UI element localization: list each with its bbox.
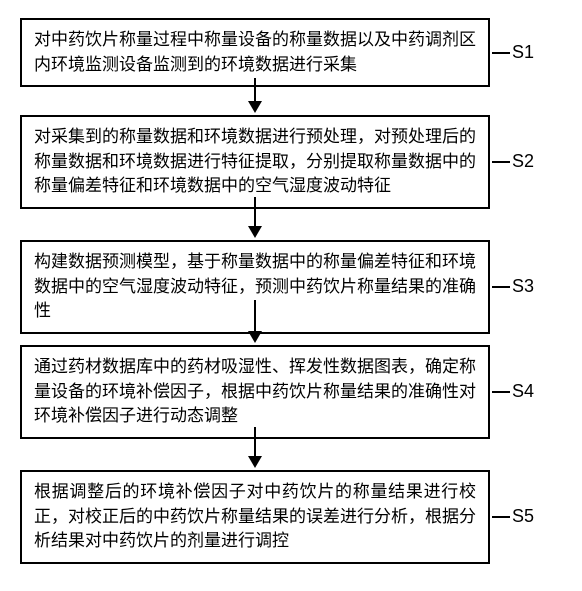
step-label: S4: [512, 381, 534, 402]
step-label: S5: [512, 506, 534, 527]
arrow-head-icon: [248, 226, 262, 238]
step-s2: 对采集到的称量数据和环境数据进行预处理，对预处理后的称量数据和环境数据进行特征提…: [20, 115, 534, 209]
step-label-wrap: S2: [492, 151, 534, 172]
step-box: 对中药饮片称量过程中称量设备的称量数据以及中药调剂区内环境监测设备监测到的环境数…: [20, 18, 490, 87]
step-s1: 对中药饮片称量过程中称量设备的称量数据以及中药调剂区内环境监测设备监测到的环境数…: [20, 18, 534, 87]
step-s3: 构建数据预测模型，基于称量数据中的称量偏差特征和环境数据中的空气湿度波动特征，预…: [20, 240, 534, 334]
step-s5: 根据调整后的环境补偿因子对中药饮片的称量结果进行校正，对校正后的中药饮片称量结果…: [20, 470, 534, 564]
step-box: 根据调整后的环境补偿因子对中药饮片的称量结果进行校正，对校正后的中药饮片称量结果…: [20, 470, 490, 564]
step-label: S2: [512, 151, 534, 172]
arrow-3: [248, 300, 262, 343]
step-label: S1: [512, 42, 534, 63]
step-label-dash: [492, 391, 510, 393]
arrow-4: [248, 427, 262, 468]
step-label-wrap: S5: [492, 506, 534, 527]
step-box: 通过药材数据库中的药材吸湿性、挥发性数据图表，确定称量设备的环境补偿因子，根据中…: [20, 345, 490, 439]
arrow-head-icon: [248, 101, 262, 113]
arrow-head-icon: [248, 331, 262, 343]
arrow-shaft: [254, 197, 256, 227]
step-box: 对采集到的称量数据和环境数据进行预处理，对预处理后的称量数据和环境数据进行特征提…: [20, 115, 490, 209]
arrow-head-icon: [248, 456, 262, 468]
arrow-1: [248, 78, 262, 113]
arrow-shaft: [254, 427, 256, 457]
arrow-shaft: [254, 78, 256, 102]
step-label-dash: [492, 52, 510, 54]
step-label-dash: [492, 161, 510, 163]
step-label-wrap: S3: [492, 276, 534, 297]
arrow-2: [248, 197, 262, 238]
step-label-wrap: S1: [492, 42, 534, 63]
flowchart-canvas: 对中药饮片称量过程中称量设备的称量数据以及中药调剂区内环境监测设备监测到的环境数…: [0, 0, 582, 591]
arrow-shaft: [254, 300, 256, 332]
step-label: S3: [512, 276, 534, 297]
step-label-dash: [492, 286, 510, 288]
step-label-wrap: S4: [492, 381, 534, 402]
step-s4: 通过药材数据库中的药材吸湿性、挥发性数据图表，确定称量设备的环境补偿因子，根据中…: [20, 345, 534, 439]
step-label-dash: [492, 516, 510, 518]
